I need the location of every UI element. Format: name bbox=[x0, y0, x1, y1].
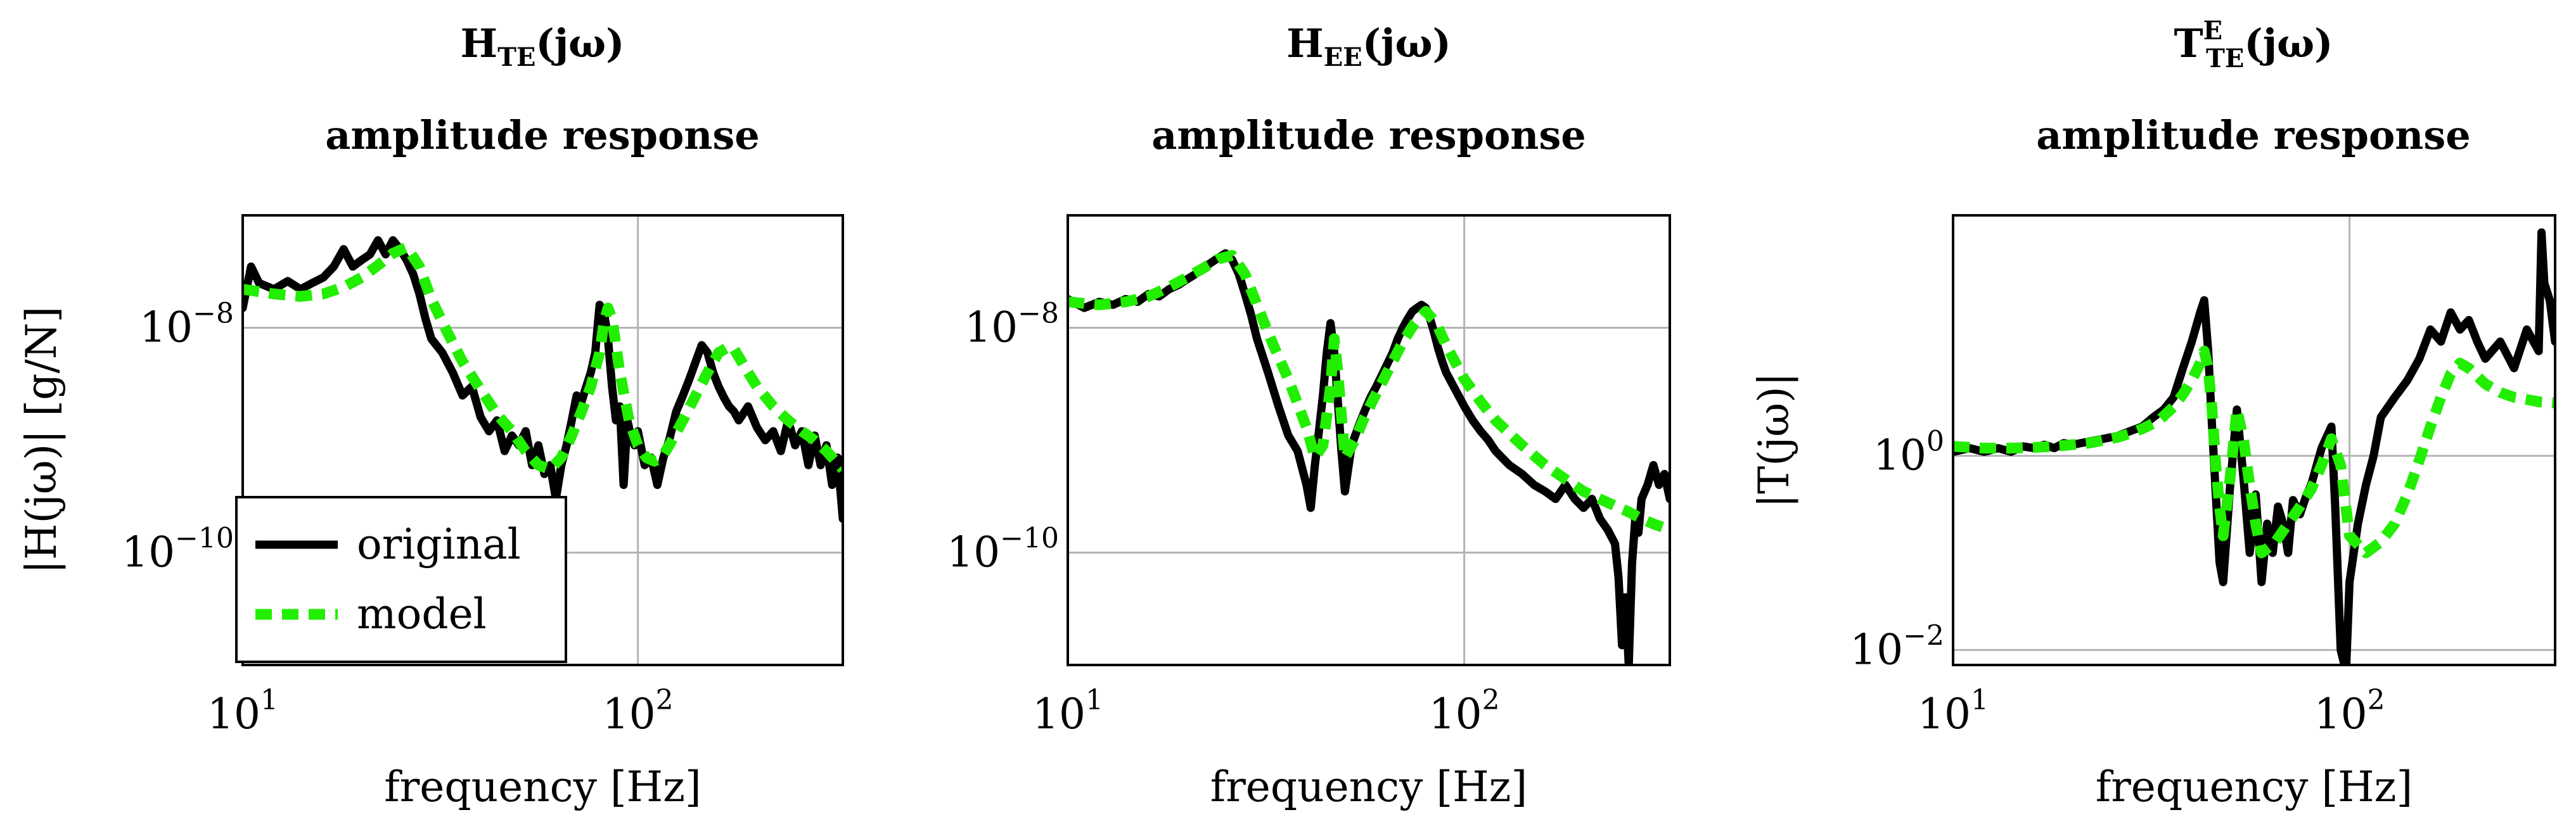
x-tick-base: 10 bbox=[1918, 690, 1971, 738]
x-tick-exponent: 1 bbox=[1086, 684, 1103, 716]
legend-box bbox=[235, 496, 567, 663]
plot-area bbox=[1953, 228, 2555, 665]
y-tick-exponent: −2 bbox=[1903, 619, 1944, 652]
x-tick-base: 10 bbox=[2314, 690, 2368, 738]
x-tick-label-1: 101 bbox=[1918, 684, 1989, 738]
legend-label-model: model bbox=[357, 590, 487, 638]
y-tick-base: 10 bbox=[139, 303, 193, 352]
y-tick-exponent: −10 bbox=[175, 522, 234, 555]
y-tick-base: 10 bbox=[122, 528, 175, 577]
title-args: (jω) bbox=[1362, 20, 1451, 66]
y-tick-exponent: −10 bbox=[1000, 522, 1059, 555]
chart-subtitle: amplitude response bbox=[1151, 112, 1586, 158]
x-tick-label-2: 102 bbox=[2314, 684, 2385, 738]
y-tick-label-2: 10−10 bbox=[947, 522, 1059, 577]
y-tick-label-2: 10−10 bbox=[122, 522, 234, 577]
title-args: (jω) bbox=[2244, 20, 2333, 66]
title-main: H bbox=[461, 20, 498, 66]
series-model-line bbox=[1068, 250, 1670, 535]
title-args: (jω) bbox=[535, 20, 624, 66]
chart-subtitle: amplitude response bbox=[2036, 112, 2470, 158]
plot-frame bbox=[1067, 214, 1671, 666]
title-main: T bbox=[2174, 20, 2203, 66]
series-model-line bbox=[243, 241, 843, 475]
plot-frame bbox=[241, 214, 844, 666]
series-original-line bbox=[1068, 249, 1670, 665]
title-subscript: TE bbox=[497, 42, 535, 72]
chart-title: HTE(jω) bbox=[461, 20, 625, 72]
legend-label-original: original bbox=[357, 520, 521, 569]
y-tick-base: 10 bbox=[947, 528, 1000, 577]
chart-subtitle: amplitude response bbox=[325, 112, 759, 158]
y-tick-base: 10 bbox=[964, 303, 1018, 352]
title-subscript: TE bbox=[2206, 44, 2244, 73]
y-tick-exponent: −8 bbox=[193, 298, 234, 330]
y-tick-label-1: 10−8 bbox=[139, 298, 234, 352]
y-axis-label: |H(jω)| [g/N] bbox=[17, 307, 66, 574]
title-main: H bbox=[1286, 20, 1324, 66]
y-tick-exponent: −8 bbox=[1018, 298, 1059, 330]
y-tick-label-1: 100 bbox=[1873, 426, 1944, 480]
y-tick-exponent: 0 bbox=[1926, 426, 1944, 458]
plot-area bbox=[1068, 249, 1670, 665]
x-tick-exponent: 2 bbox=[656, 684, 674, 716]
y-tick-base: 10 bbox=[1873, 431, 1926, 480]
y-tick-base: 10 bbox=[1850, 625, 1903, 674]
y-tick-label-1: 10−8 bbox=[964, 298, 1059, 352]
legend: original model bbox=[235, 496, 567, 663]
x-axis-label: frequency [Hz] bbox=[2096, 763, 2413, 811]
x-tick-label-1: 101 bbox=[207, 684, 278, 738]
chart-title: HEE(jω) bbox=[1286, 20, 1451, 72]
x-tick-exponent: 1 bbox=[260, 684, 278, 716]
x-tick-label-1: 101 bbox=[1032, 684, 1103, 738]
y-axis-label: |T(jω)| bbox=[1750, 372, 1798, 508]
x-tick-label-2: 102 bbox=[1429, 684, 1500, 738]
plot-frame bbox=[1952, 214, 2556, 666]
x-tick-base: 10 bbox=[207, 690, 260, 738]
x-tick-base: 10 bbox=[1032, 690, 1086, 738]
title-subscript: EE bbox=[1324, 42, 1362, 72]
x-tick-base: 10 bbox=[1429, 690, 1482, 738]
series-model-line bbox=[1953, 345, 2555, 559]
x-tick-base: 10 bbox=[603, 690, 656, 738]
x-tick-exponent: 2 bbox=[1482, 684, 1500, 716]
series-original-line bbox=[243, 236, 843, 523]
x-axis-label: frequency [Hz] bbox=[1210, 763, 1527, 811]
x-tick-label-2: 102 bbox=[603, 684, 674, 738]
x-axis-label: frequency [Hz] bbox=[384, 763, 701, 811]
chart-title: TE TE(jω) bbox=[2174, 16, 2333, 73]
x-tick-exponent: 1 bbox=[1971, 684, 1989, 716]
title-superscript: E bbox=[2203, 16, 2223, 46]
plot-area bbox=[243, 236, 843, 523]
y-tick-label-2: 10−2 bbox=[1850, 619, 1944, 674]
x-tick-exponent: 2 bbox=[2368, 684, 2385, 716]
